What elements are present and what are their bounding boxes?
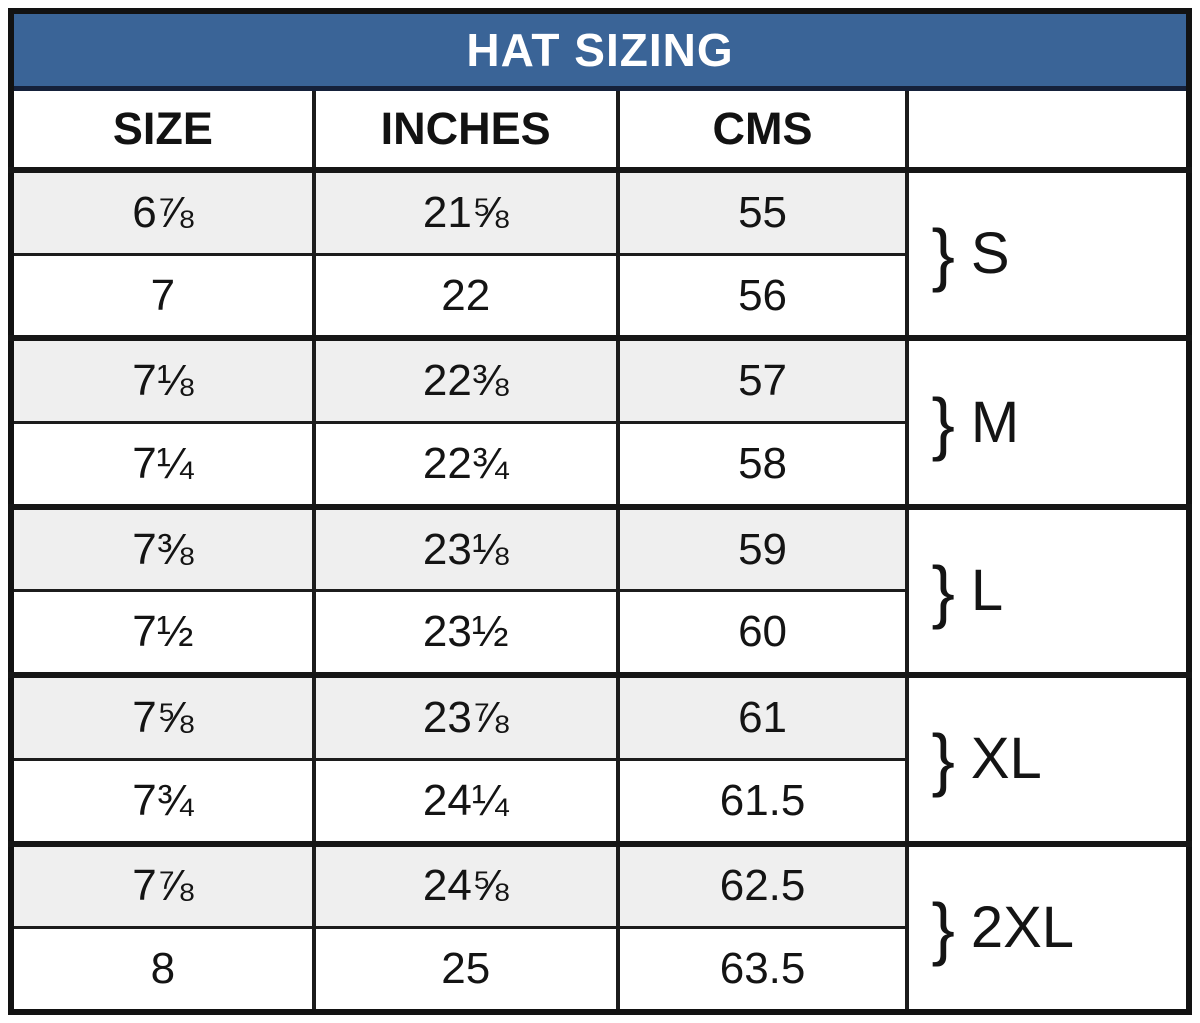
group-brace: }: [931, 720, 955, 799]
table-row: 8 25 63.5: [9, 926, 1189, 1014]
size-cell: 8: [9, 926, 316, 1014]
title-row: HAT SIZING: [9, 9, 1191, 91]
cms-cell: 61.5: [615, 757, 910, 846]
size-cell: 7⅞: [9, 840, 316, 930]
inches-cell: 23⅞: [311, 672, 620, 761]
cms-cell: 60: [615, 589, 910, 677]
cms-cell: 62.5: [615, 840, 910, 930]
size-group-cell-s: } S: [905, 166, 1191, 340]
inches-cell: 21⅝: [311, 166, 620, 256]
cms-cell: 57: [615, 335, 910, 425]
table-row: 7 22 56: [9, 252, 1189, 340]
cms-cell: 56: [615, 252, 910, 340]
table-row: 7⅛ 22⅜ 57 } M: [9, 335, 1191, 509]
table-row: 7¾ 24¼ 61.5: [9, 757, 1189, 846]
column-header-row: SIZE INCHES CMS: [9, 87, 1191, 172]
size-cell: 7⅜: [9, 503, 316, 593]
column-header-size: SIZE: [9, 87, 316, 172]
group-label: M: [970, 389, 1020, 455]
table-row: 7⅝ 23⅞ 61 } XL: [9, 672, 1191, 846]
group-label: XL: [970, 726, 1042, 792]
cms-cell: 59: [615, 503, 910, 593]
inches-cell: 22: [311, 252, 620, 340]
inches-cell: 24⅝: [311, 840, 620, 930]
size-cell: 7: [9, 252, 316, 340]
column-header-inches: INCHES: [311, 87, 620, 172]
size-cell: 7⅛: [9, 335, 316, 425]
size-cell: 7½: [9, 589, 316, 677]
inches-cell: 24¼: [311, 757, 620, 846]
inches-cell: 23½: [311, 589, 620, 677]
size-cell: 7¼: [9, 421, 316, 509]
table-row: 7½ 23½ 60: [9, 589, 1189, 677]
inches-cell: 23⅛: [311, 503, 620, 593]
group-brace: }: [931, 551, 955, 630]
size-group-cell-2xl: } 2XL: [905, 840, 1191, 1014]
cms-cell: 58: [615, 421, 910, 509]
group-brace: }: [931, 215, 955, 294]
column-header-cms: CMS: [615, 87, 910, 172]
column-header-empty: [905, 87, 1191, 172]
size-cell: 6⅞: [9, 166, 316, 256]
size-group-cell-l: } L: [905, 503, 1191, 677]
cms-cell: 63.5: [615, 926, 910, 1014]
group-label: 2XL: [970, 894, 1075, 960]
table-row: 7⅞ 24⅝ 62.5 } 2XL: [9, 840, 1191, 1014]
group-label: L: [970, 557, 1004, 623]
size-group-cell-m: } M: [905, 335, 1191, 509]
page-title: HAT SIZING: [9, 9, 1191, 91]
inches-cell: 22¾: [311, 421, 620, 509]
cms-cell: 61: [615, 672, 910, 761]
size-cell: 7¾: [9, 757, 316, 846]
group-brace: }: [931, 383, 955, 462]
cms-cell: 55: [615, 166, 910, 256]
table-row: 7¼ 22¾ 58: [9, 421, 1189, 509]
group-brace: }: [931, 888, 955, 967]
inches-cell: 25: [311, 926, 620, 1014]
table-row: 7⅜ 23⅛ 59 } L: [9, 503, 1191, 677]
hat-sizing-table: HAT SIZING SIZE INCHES CMS 6⅞ 21⅝ 55 } S …: [8, 8, 1192, 1015]
size-cell: 7⅝: [9, 672, 316, 761]
inches-cell: 22⅜: [311, 335, 620, 425]
group-label: S: [970, 221, 1010, 287]
table-row: 6⅞ 21⅝ 55 } S: [9, 166, 1191, 340]
size-group-cell-xl: } XL: [905, 672, 1191, 846]
